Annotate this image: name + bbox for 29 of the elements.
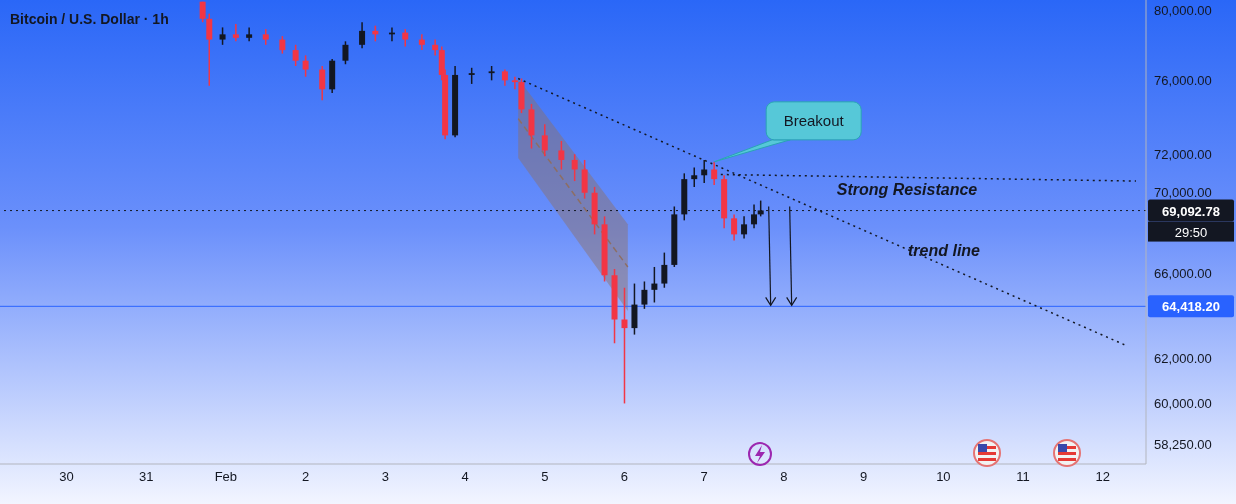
- y-tick-label: 58,250.00: [1154, 436, 1212, 452]
- y-tick-label: 62,000.00: [1154, 351, 1212, 367]
- text: Bitcoin / U.S. Dollar · 1h: [10, 11, 169, 27]
- x-tick-label: 6: [620, 469, 629, 485]
- y-tick-label: 70,000.00: [1154, 185, 1212, 201]
- x-tick-label: 7: [700, 469, 708, 485]
- x-tick-label: 3: [381, 469, 389, 485]
- x-tick-label: Feb: [214, 469, 238, 485]
- x-tick-label: 30: [59, 469, 74, 485]
- x-tick-label: 12: [1095, 469, 1111, 485]
- x-tick-label: 10: [936, 469, 951, 485]
- x-tick-label: 4: [461, 469, 469, 485]
- x-tick-label: 11: [1016, 469, 1030, 485]
- ref-line-label: 69,092.78: [1162, 203, 1220, 219]
- annotation: Strong Resistance: [836, 181, 978, 198]
- y-tick-label: 60,000.00: [1154, 396, 1212, 412]
- y-tick-label: 76,000.00: [1154, 72, 1212, 88]
- x-tick-label: 31: [138, 469, 154, 485]
- text: 29:50: [1174, 224, 1208, 240]
- x-tick-label: 8: [780, 469, 788, 485]
- annotation: trend line: [907, 242, 981, 259]
- y-tick-label: 72,000.00: [1154, 146, 1212, 162]
- y-tick-label: 66,000.00: [1154, 265, 1212, 281]
- annotation: Breakout: [783, 111, 845, 129]
- x-tick-label: 9: [860, 469, 868, 485]
- ref-line-label: 64,418.20: [1162, 299, 1220, 315]
- x-tick-label: 2: [301, 469, 310, 485]
- x-tick-label: 5: [541, 469, 549, 485]
- y-tick-label: 80,000.00: [1154, 2, 1212, 18]
